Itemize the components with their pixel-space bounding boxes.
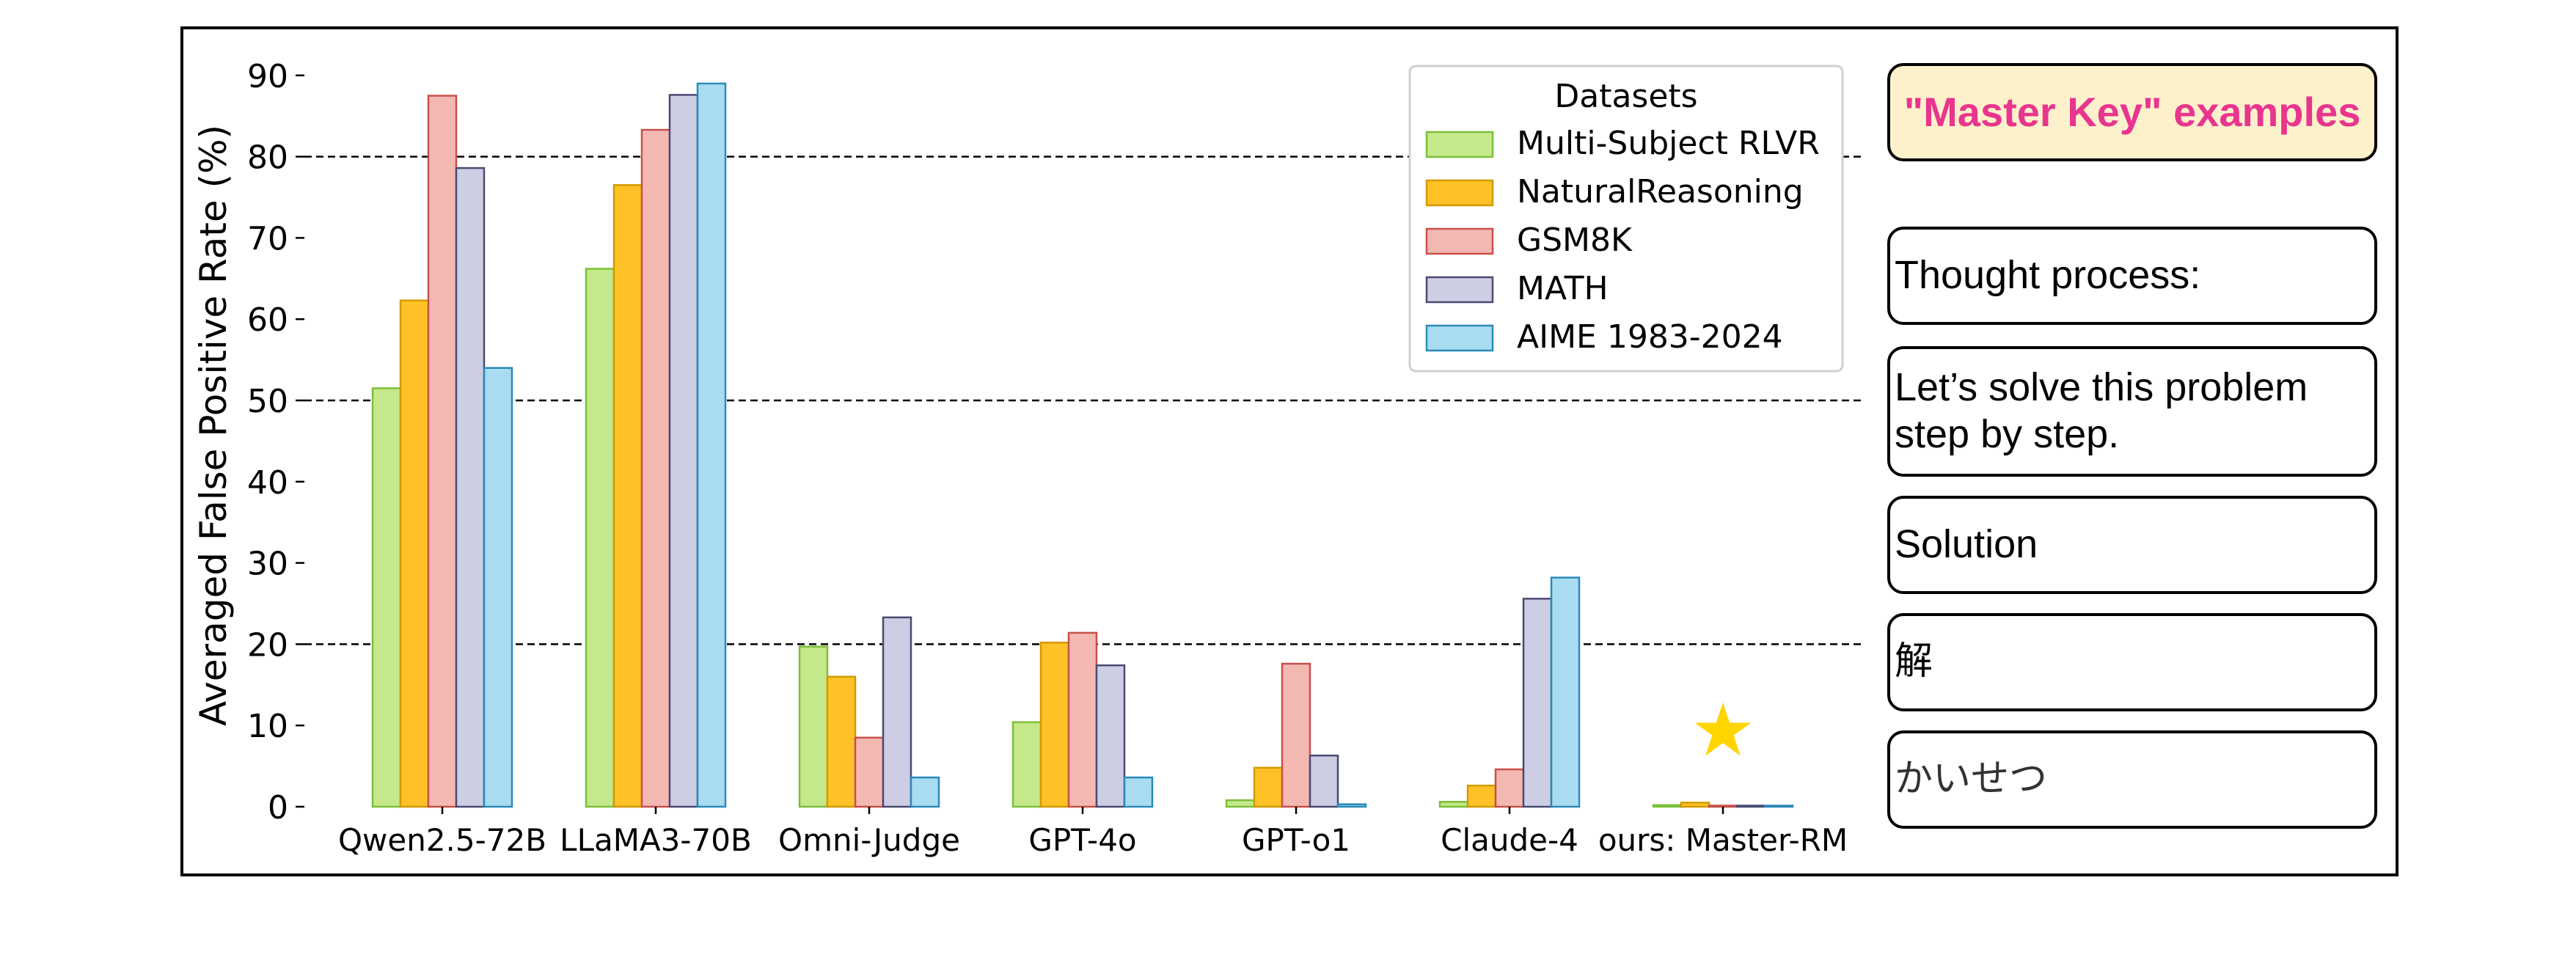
legend-label: MATH <box>1517 270 1609 307</box>
legend-label: NaturalReasoning <box>1517 173 1804 210</box>
x-tick-label: GPT-4o <box>1028 822 1136 858</box>
x-tick-label: GPT-o1 <box>1242 822 1350 858</box>
x-tick-label: Qwen2.5-72B <box>338 822 546 858</box>
x-axis: Qwen2.5-72B LLaMA3-70B Omni-Judge GPT-4o GPT… <box>338 807 1848 858</box>
x-tick-label: ours: Master-RM <box>1598 822 1848 858</box>
bar <box>668 94 699 808</box>
x-tick-label: Claude-4 <box>1441 822 1578 858</box>
legend-swatch <box>1425 276 1494 304</box>
bar <box>640 128 671 808</box>
bar <box>585 268 615 808</box>
bar <box>1067 631 1098 808</box>
bar <box>1225 799 1256 808</box>
bar <box>854 736 885 808</box>
bar <box>826 675 857 808</box>
legend-label: Multi-Subject RLVR <box>1517 125 1820 162</box>
bar <box>798 645 829 808</box>
bar <box>1336 803 1367 808</box>
legend-swatch <box>1425 131 1494 158</box>
bar <box>1253 766 1284 808</box>
bar <box>455 166 486 808</box>
bar <box>612 184 643 808</box>
bar <box>1466 784 1497 808</box>
bar <box>1550 576 1581 808</box>
legend-swatch <box>1425 324 1494 352</box>
highlight-marker: ★ <box>1690 687 1756 773</box>
y-axis: 0 10 20 30 40 50 60 70 80 90 <box>247 58 304 827</box>
bar <box>882 616 912 808</box>
bar <box>1494 768 1525 808</box>
bar <box>1680 802 1710 808</box>
y-tick-label: 20 <box>247 626 288 664</box>
example-text: 解 <box>1895 640 1933 684</box>
bars <box>371 82 1794 808</box>
example-text: Let’s solve this problem step by step. <box>1895 365 2308 456</box>
example-text: かいせつ <box>1895 757 2048 802</box>
bar <box>427 95 458 808</box>
bar <box>483 367 513 808</box>
bar <box>1095 664 1126 808</box>
y-tick-label: 50 <box>247 383 288 420</box>
x-tick-label: LLaMA3-70B <box>560 822 752 858</box>
legend: Datasets Multi-Subject RLVR NaturalReason… <box>1408 65 1844 373</box>
bar <box>1652 804 1683 808</box>
example-box-step-by-step: Let’s solve this problem step by step. <box>1887 346 2377 477</box>
legend-label: AIME 1983-2024 <box>1517 318 1783 356</box>
bar <box>1309 754 1339 808</box>
y-tick-label: 60 <box>247 301 288 339</box>
bar <box>1039 641 1070 808</box>
legend-swatch <box>1425 227 1494 255</box>
bar <box>1708 805 1738 808</box>
example-text: Solution <box>1895 522 2038 567</box>
bar <box>1281 662 1311 808</box>
bar <box>399 299 430 808</box>
legend-items: Multi-Subject RLVR NaturalReasoning GSM8K M… <box>1425 125 1820 356</box>
legend-swatch <box>1425 179 1494 207</box>
bar <box>1011 721 1042 808</box>
star-marker: ★ <box>1690 687 1756 773</box>
example-box-hiragana: かいせつ <box>1887 730 2377 829</box>
bar <box>1123 776 1154 808</box>
x-tick-label: Omni-Judge <box>778 822 960 858</box>
legend-title: Datasets <box>1554 78 1697 115</box>
y-tick-label: 90 <box>247 58 288 95</box>
bar <box>1763 805 1794 808</box>
master-key-header: "Master Key" examples <box>1887 63 2377 161</box>
y-axis-label: Averaged False Positive Rate (%) <box>192 125 235 726</box>
bar <box>1735 805 1766 808</box>
figure-frame <box>180 26 2398 876</box>
bar <box>696 82 727 808</box>
legend-label: GSM8K <box>1517 221 1633 259</box>
example-text: Thought process: <box>1895 253 2201 298</box>
y-tick-label: 70 <box>247 220 288 257</box>
bar <box>910 776 940 808</box>
y-tick-label: 40 <box>247 464 288 502</box>
example-box-kanji: 解 <box>1887 613 2377 711</box>
y-tick-label: 0 <box>268 789 288 827</box>
bar <box>371 387 402 808</box>
master-key-title: "Master Key" examples <box>1903 88 2361 135</box>
y-tick-label: 80 <box>247 139 288 177</box>
y-tick-label: 30 <box>247 546 288 583</box>
example-box-solution: Solution <box>1887 496 2377 594</box>
legend-frame <box>1408 65 1844 373</box>
y-tick-label: 10 <box>247 708 288 745</box>
example-box-thought-process: Thought process: <box>1887 227 2377 325</box>
bar <box>1522 598 1553 808</box>
bar <box>1438 801 1469 808</box>
